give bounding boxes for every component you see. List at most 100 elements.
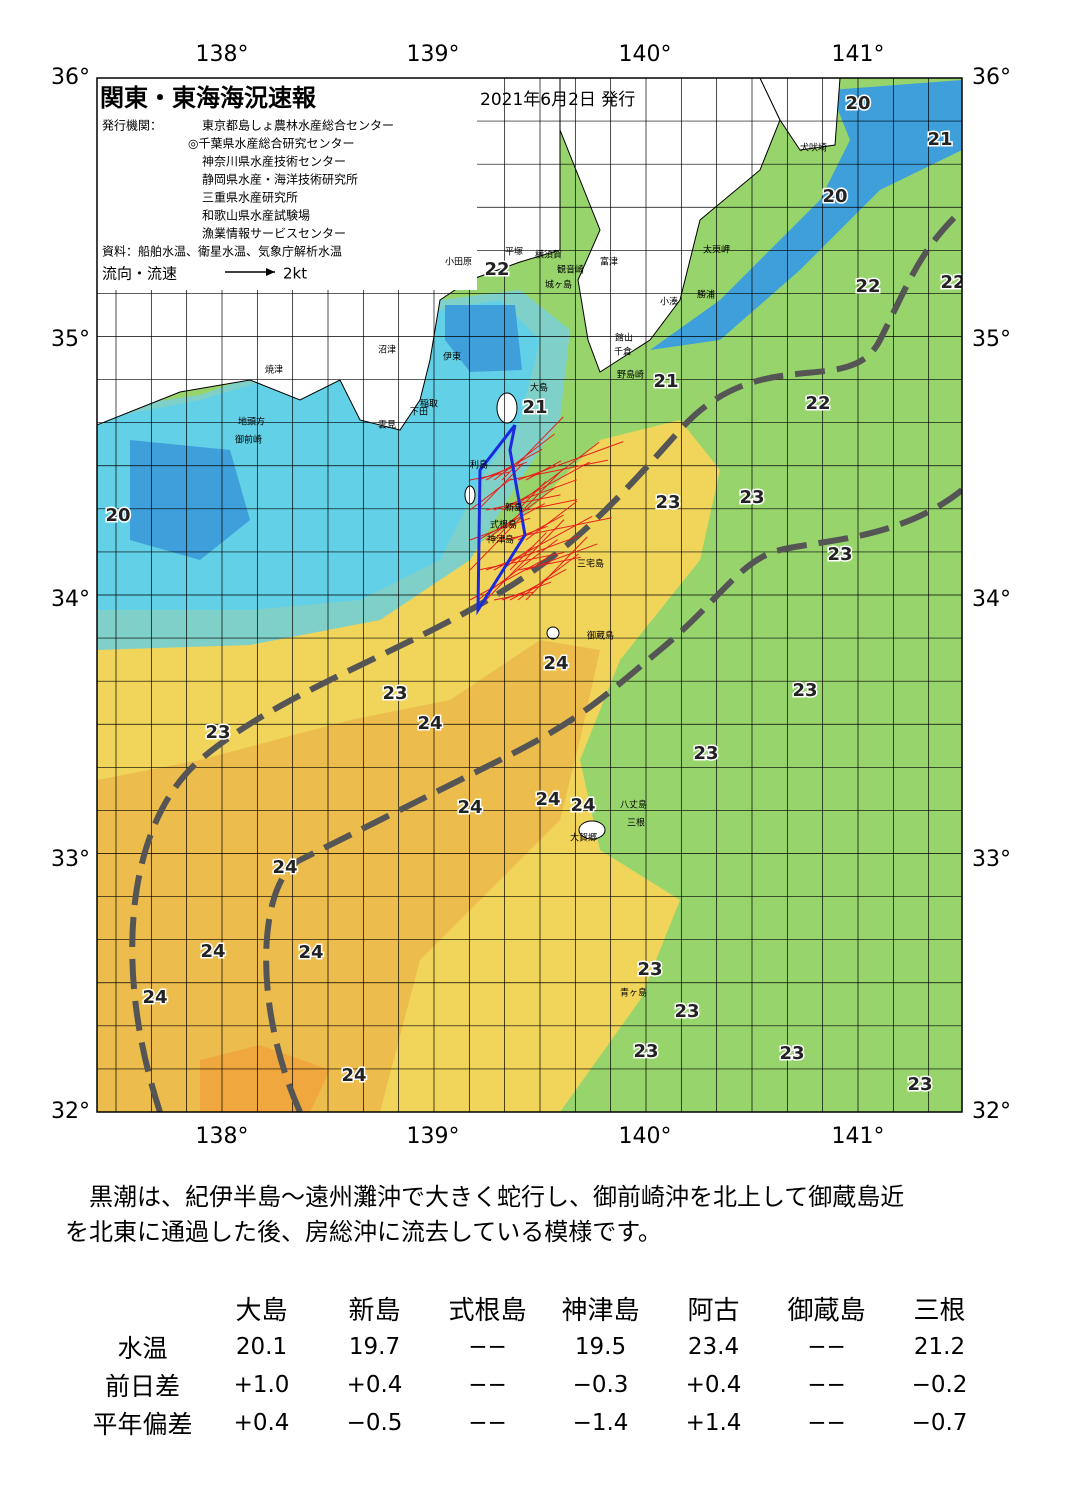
place-name: 大島 [530, 382, 548, 394]
place-name: 青ヶ島 [620, 987, 647, 999]
place-name: 大賀郷 [570, 832, 597, 844]
lon-label: 138° [196, 1124, 249, 1149]
table-cell: −− [468, 1372, 507, 1398]
issuer: 三重県水産研究所 [202, 190, 298, 205]
legend-scale: 2kt [283, 265, 307, 283]
current-arrow [509, 532, 547, 571]
temperature-label: 24 [298, 942, 323, 963]
place-name: 富津 [600, 256, 618, 268]
table-cell: 19.7 [348, 1334, 401, 1360]
temperature-label: 24 [535, 789, 560, 810]
temperature-label: 21 [653, 371, 678, 392]
temperature-label: 23 [633, 1041, 658, 1062]
issuer: ◎千葉県水産総合研究センター [188, 136, 354, 151]
temperature-label: 23 [382, 683, 407, 704]
cold-water [650, 80, 962, 350]
island [546, 626, 560, 640]
lon-label: 140° [619, 42, 672, 67]
row-label: 水温 [117, 1334, 168, 1363]
legend: 流向・流速 [102, 265, 177, 283]
temperature-label: 24 [200, 941, 225, 962]
temperature-label: 23 [655, 492, 680, 513]
place-name: 地頭方 [238, 416, 265, 428]
place-name: 小田原 [445, 257, 472, 268]
column-header: 式根島 [448, 1295, 527, 1326]
map-frame [96, 77, 963, 1113]
current-arrow [493, 479, 577, 511]
table-cell: −− [807, 1334, 846, 1360]
temperature-label: 24 [341, 1065, 366, 1086]
temperature-label: 20 [845, 93, 870, 114]
place-name: 横須賀 [535, 249, 562, 261]
lat-label: 34° [51, 587, 90, 612]
source: 資料：船舶水温、衛星水温、気象庁解析水温 [102, 244, 342, 259]
place-name: 三根 [627, 817, 645, 829]
place-name: 館山 [615, 332, 633, 344]
temperature-label: 23 [693, 743, 718, 764]
temperature-label: 21 [927, 129, 952, 150]
lat-label: 35° [972, 327, 1011, 352]
temperature-label: 22 [855, 276, 880, 297]
lon-label: 141° [832, 42, 885, 67]
table-cell: +0.4 [685, 1372, 742, 1398]
current-arrow [485, 535, 581, 571]
temperature-label: 22 [940, 272, 965, 293]
place-name: 稲取 [420, 398, 438, 410]
data-table: 大島 新島 式根島 神津島 阿古 御蔵島 三根 水温 20.1 19.7 −− 19.5 23.4 −− 2… [80, 1288, 996, 1442]
place-name: 焼津 [265, 365, 283, 376]
place-name: 城ヶ島 [545, 279, 572, 291]
table-cell: 21.2 [913, 1334, 966, 1360]
place-name: 野島崎 [617, 369, 644, 381]
column-header: 御蔵島 [787, 1295, 866, 1326]
temperature-label: 24 [457, 797, 482, 818]
issuer: 漁業情報サービスセンター [202, 227, 346, 241]
header-box [97, 78, 477, 290]
issuer: 静岡県水産・海洋技術研究所 [202, 172, 358, 187]
lat-label: 33° [972, 847, 1011, 872]
column-header: 阿古 [687, 1295, 740, 1326]
table-cell: −− [807, 1372, 846, 1398]
table-cell: −− [468, 1334, 507, 1360]
table-cell: 19.5 [574, 1334, 627, 1360]
current-arrow [525, 500, 578, 541]
place-name: 観音崎 [557, 264, 584, 276]
cold-water [130, 440, 250, 560]
title: 関東・東海海況速報 [100, 84, 317, 112]
lon-label: 139° [407, 1124, 460, 1149]
place-name: 下田 [410, 407, 428, 418]
island [496, 392, 518, 424]
column-header: 神津島 [561, 1295, 640, 1326]
place-name: 犬吠埼 [800, 142, 827, 154]
current-arrow [485, 494, 561, 511]
table-row: 平年偏差 +0.4 −0.5 −− −1.4 +1.4 −− −0.7 [80, 1404, 996, 1442]
lon-label: 140° [619, 1124, 672, 1149]
lon-label: 138° [196, 42, 249, 67]
row-label: 前日差 [104, 1372, 180, 1401]
place-name: 勝浦 [697, 289, 715, 301]
current-arrow [517, 480, 547, 511]
table-cell: −− [807, 1410, 846, 1436]
table-cell: +1.4 [685, 1410, 742, 1436]
table-cell: +0.4 [233, 1410, 290, 1436]
place-name: 利島 [470, 459, 488, 471]
current-arrow [517, 441, 624, 481]
issuer-label: 発行機関： [102, 118, 162, 133]
land [559, 78, 781, 373]
temperature-label: 24 [570, 795, 595, 816]
current-arrow [469, 557, 548, 601]
map-body: 20 21 20 22 22 22 21 21 22 20 23 23 23 24 23 23 24 23 23 24… [97, 78, 965, 1112]
temperature-label: 23 [907, 1074, 932, 1095]
text-line: を北東に通過した後、房総沖に流去している模様です。 [65, 1218, 662, 1246]
current-arrow [509, 441, 600, 511]
map: 20 21 20 22 22 22 21 21 22 20 23 23 23 24 23 23 24 23 23 24… [51, 42, 1011, 1149]
place-name: 新島 [505, 502, 523, 514]
temperature-label: 20 [105, 505, 130, 526]
column-header: 三根 [913, 1295, 966, 1326]
place-name: 神津島 [487, 534, 514, 546]
island [464, 485, 476, 505]
lon-label: 139° [407, 42, 460, 67]
current-arrow [493, 467, 565, 541]
place-name: 雲見 [378, 420, 396, 431]
lat-label: 36° [972, 65, 1011, 90]
temperature-label: 24 [543, 653, 568, 674]
